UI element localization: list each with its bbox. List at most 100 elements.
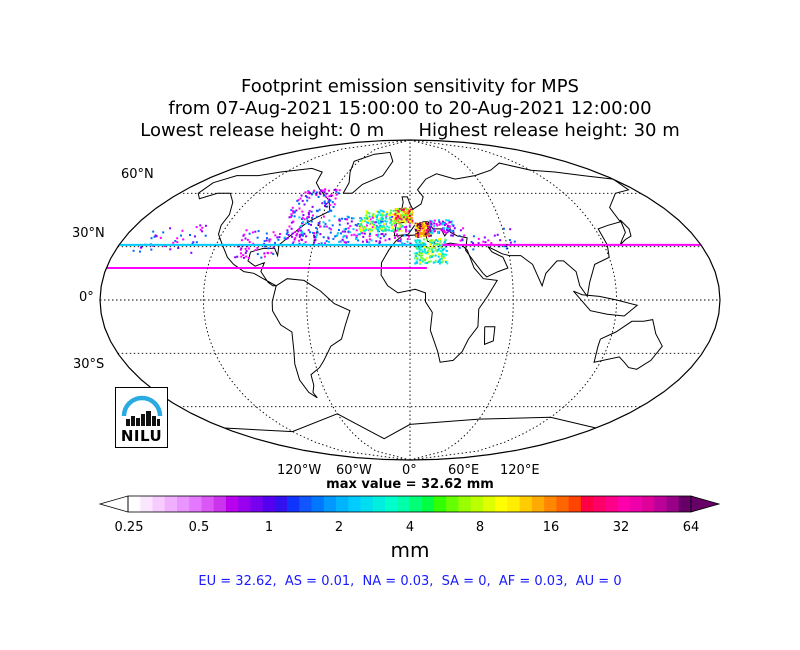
footprint-cell	[418, 254, 421, 257]
footprint-cell	[254, 230, 257, 233]
footprint-cell	[245, 229, 248, 232]
footprint-cell	[458, 246, 461, 249]
footprint-cell	[407, 235, 410, 238]
footprint-cell	[376, 235, 379, 238]
globe-outline	[99, 139, 721, 461]
footprint-cell	[430, 229, 433, 232]
footprint-cell	[401, 242, 404, 245]
footprint-cell	[396, 233, 398, 236]
footprint-cell	[328, 219, 331, 222]
footprint-cell	[243, 256, 245, 259]
footprint-cell	[378, 217, 381, 220]
footprint-cell	[415, 235, 418, 238]
footprint-cell	[363, 225, 366, 228]
footprint-cell	[381, 212, 384, 215]
footprint-cell	[442, 230, 445, 233]
footprint-cell	[314, 238, 317, 241]
footprint-cell	[450, 229, 453, 232]
footprint-cell	[347, 216, 350, 219]
footprint-cell	[192, 241, 195, 244]
footprint-cell	[189, 234, 191, 236]
footprint-cell	[140, 246, 143, 249]
footprint-cell	[312, 214, 314, 217]
footprint-cell	[327, 200, 330, 203]
footprint-cell	[286, 231, 289, 234]
footprint-cell	[345, 227, 347, 230]
footprint-cell	[368, 220, 370, 222]
footprint-cell	[394, 236, 396, 239]
footprint-cell	[443, 222, 446, 225]
footprint-cell	[434, 254, 437, 257]
footprint-cell	[195, 241, 198, 244]
footprint-cell	[443, 253, 446, 256]
footprint-cell	[439, 245, 442, 248]
footprint-cell	[421, 260, 424, 263]
footprint-cell	[403, 234, 406, 237]
footprint-cell	[418, 251, 421, 254]
continent-outlines	[197, 151, 663, 440]
footprint-cell	[334, 197, 337, 200]
footprint-cell	[423, 248, 426, 251]
footprint-cell	[420, 252, 423, 255]
footprint-cell	[155, 235, 158, 238]
footprint-cell	[385, 217, 387, 220]
graticule	[100, 140, 720, 460]
footprint-cell	[181, 229, 184, 232]
footprint-cell	[316, 210, 319, 213]
footprint-cell	[382, 217, 384, 220]
footprint-cell	[307, 212, 310, 214]
footprint-cell	[201, 226, 204, 229]
footprint-cell	[350, 234, 353, 237]
footprint-cell	[366, 216, 369, 219]
footprint-cell	[405, 228, 407, 231]
footprint-cell	[440, 247, 443, 250]
footprint-cell	[391, 213, 394, 216]
footprint-cell	[429, 244, 432, 247]
footprint-cell	[429, 240, 431, 242]
footprint-cell	[384, 220, 387, 223]
nilu-logo-bar	[141, 414, 145, 426]
footprint-cell	[397, 216, 400, 219]
footprint-cell	[360, 223, 363, 226]
footprint-cell	[405, 230, 408, 233]
footprint-cell	[410, 211, 413, 214]
footprint-cell	[313, 232, 316, 234]
footprint-cell	[313, 189, 316, 192]
longitude-line	[202, 140, 411, 460]
footprint-cell	[394, 210, 397, 213]
footprint-cell	[304, 222, 307, 225]
footprint-cell	[318, 208, 321, 211]
footprint-cell	[252, 242, 255, 245]
footprint-cell	[423, 246, 426, 249]
footprint-cell	[272, 252, 275, 255]
footprint-cell	[369, 232, 371, 235]
footprint-cell	[414, 228, 417, 230]
colorbar-tick-label: 16	[542, 520, 560, 535]
footprint-cell	[446, 229, 448, 231]
footprint-cell	[294, 231, 297, 234]
footprint-cell	[316, 230, 319, 233]
footprint-cell	[315, 234, 318, 237]
footprint-cell	[370, 222, 373, 225]
footprint-cell	[150, 237, 153, 240]
footprint-cell	[427, 260, 430, 263]
colorbar-tick-label: 0.25	[114, 520, 144, 535]
footprint-cell	[333, 203, 336, 206]
footprint-cell	[368, 215, 371, 218]
footprint-cell	[396, 212, 399, 215]
footprint-cell	[505, 247, 508, 250]
footprint-cell	[447, 230, 450, 233]
footprint-cell	[375, 221, 378, 224]
footprint-cell	[419, 254, 422, 257]
footprint-cell	[438, 253, 440, 256]
footprint-cell	[434, 243, 437, 246]
footprint-cell	[322, 221, 325, 224]
footprint-cell	[414, 252, 417, 255]
continent-antarctica	[223, 413, 597, 440]
footprint-cell	[383, 223, 386, 225]
colorbar-tick-label: 32	[612, 520, 630, 535]
footprint-cell	[426, 256, 429, 259]
footprint-cell	[331, 194, 334, 197]
footprint-cell	[451, 223, 454, 226]
footprint-cell	[291, 232, 294, 235]
